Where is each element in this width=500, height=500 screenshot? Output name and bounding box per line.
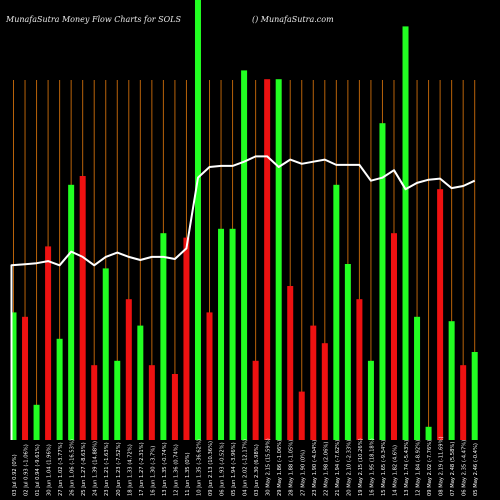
money-flow-bar-up bbox=[333, 184, 340, 440]
x-tick-label: 10 Jun 1.35 (-36.62%) bbox=[196, 439, 202, 496]
x-tick-label: 07 May 2.48 (5.58%) bbox=[450, 442, 456, 496]
x-tick-label: 13 Jun 1.35 (-0.74%) bbox=[162, 442, 168, 496]
x-tick-label: 30 May 2.15 (15.59%) bbox=[266, 438, 272, 496]
money-flow-bar-down bbox=[45, 246, 52, 440]
x-tick-label: 05 May 2.46 (-0.4%) bbox=[473, 443, 479, 496]
money-flow-bar-up bbox=[160, 233, 167, 440]
money-flow-bar-up bbox=[102, 268, 109, 440]
money-flow-bar-up bbox=[275, 79, 282, 440]
x-tick-label: 15 May 1.65 (-9.34%) bbox=[381, 440, 387, 496]
x-tick-label: 11 Jun 1.35 (0%) bbox=[185, 453, 191, 496]
x-tick-label: 20 May 2.10 (-2.33%) bbox=[346, 440, 352, 496]
x-tick-label: 30 Jun 1.04 (1.96%) bbox=[47, 444, 53, 496]
x-tick-label: 14 May 1.82 (4.6%) bbox=[392, 445, 398, 496]
x-tick-label: 12 Jun 1.36 (0.74%) bbox=[173, 444, 179, 496]
x-tick-label: 23 May 1.90 (-4.04%) bbox=[312, 440, 318, 496]
money-flow-bar-down bbox=[171, 374, 178, 440]
x-tick-label: 21 May 1.94 (-7.62%) bbox=[335, 440, 341, 496]
x-tick-label: 23 Jun 1.21 (-1.63%) bbox=[104, 442, 110, 496]
x-tick-label: 24 Jun 1.39 (14.88%) bbox=[93, 441, 99, 496]
money-flow-bar-up bbox=[379, 123, 386, 440]
money-flow-bar-down bbox=[321, 343, 328, 440]
money-flow-bar-up bbox=[56, 338, 63, 440]
money-flow-bar-up bbox=[344, 264, 351, 440]
money-flow-bar-up bbox=[241, 70, 248, 441]
x-tick-label: 06 Jun 1.93 (-0.52%) bbox=[220, 442, 226, 496]
x-tick-label: 27 May 1.90 (0%) bbox=[300, 450, 306, 496]
x-axis-labels: 03 Jul 0.92 (0%) 02 Jul 0.93 (-1.06%) 01 J… bbox=[12, 436, 479, 496]
money-flow-bar-down bbox=[437, 189, 444, 440]
money-flow-bar-down bbox=[252, 360, 259, 440]
price-line-layer bbox=[10, 155, 476, 440]
site-credit: () MunafaSutra.com bbox=[252, 15, 334, 24]
money-flow-bar-down bbox=[125, 299, 132, 440]
money-flow-bar-up bbox=[229, 228, 236, 440]
x-tick-label: 19 May 2.15 (10.26%) bbox=[358, 438, 364, 496]
x-tick-label: 28 May 1.88 (-1.05%) bbox=[289, 440, 295, 496]
x-tick-label: 26 Jun 1.06 (-16.53%) bbox=[70, 439, 76, 496]
money-flow-bar-up bbox=[137, 325, 144, 440]
money-flow-bar-up bbox=[471, 352, 478, 440]
money-flow-bar-up bbox=[218, 228, 225, 440]
money-flow-bar-up bbox=[194, 0, 201, 440]
money-flow-bar-up bbox=[425, 426, 432, 440]
price-line bbox=[10, 155, 476, 440]
money-flow-bar-up bbox=[114, 360, 121, 440]
x-tick-label: 18 Jun 1.33 (4.72%) bbox=[127, 444, 133, 496]
x-tick-label: 01 Jul 0.94 (-9.61%) bbox=[35, 444, 41, 496]
x-tick-label: 08 May 2.19 (-11.69%) bbox=[439, 436, 445, 496]
x-tick-label: 16 Jun 1.30 (-3.7%) bbox=[150, 446, 156, 496]
x-tick-label: 16 May 1.95 (18.18%) bbox=[369, 438, 375, 496]
x-tick-label: 29 May 1.86 (-1.06%) bbox=[277, 440, 283, 496]
money-flow-bar-down bbox=[310, 325, 317, 440]
money-flow-bar-down bbox=[460, 365, 467, 440]
money-flow-bar-up bbox=[402, 26, 409, 441]
money-flow-bar-down bbox=[79, 176, 86, 440]
x-tick-label: 09 May 2.02 (-7.76%) bbox=[427, 440, 433, 496]
x-tick-label: 06 May 2.35 (-4.47%) bbox=[462, 440, 468, 496]
money-flow-bar-down bbox=[206, 312, 213, 440]
x-tick-label: 25 Jun 1.27 (-8.63%) bbox=[81, 442, 87, 496]
chart-title: MunafaSutra Money Flow Charts for SOLS bbox=[6, 15, 181, 24]
money-flow-bar-up bbox=[10, 312, 17, 440]
money-flow-bar-down bbox=[287, 286, 294, 440]
x-tick-label: 27 Jun 1.02 (-3.77%) bbox=[58, 442, 64, 496]
x-tick-label: 09 Jun 2.13 (10.36%) bbox=[208, 441, 214, 496]
money-flow-bar-up bbox=[33, 404, 40, 440]
money-flow-bar-down bbox=[148, 365, 155, 440]
money-flow-bar-down bbox=[22, 316, 29, 440]
money-flow-bar-down bbox=[356, 299, 363, 440]
money-flow-bars bbox=[10, 0, 478, 441]
x-tick-label: 05 Jun 1.94 (-3.96%) bbox=[231, 442, 237, 496]
money-flow-bar-up bbox=[414, 316, 421, 440]
x-tick-label: 22 May 1.98 (2.06%) bbox=[323, 442, 329, 496]
money-flow-bar-down bbox=[91, 365, 98, 440]
x-tick-label: 04 Jun 2.02 (-12.17%) bbox=[243, 439, 249, 496]
money-flow-bar-up bbox=[448, 321, 455, 440]
x-tick-label: 12 May 1.84 (-8.92%) bbox=[416, 440, 422, 496]
x-tick-label: 13 May 1.74 (-5.43%) bbox=[404, 440, 410, 496]
money-flow-bar-up bbox=[367, 360, 374, 440]
money-flow-bar-down bbox=[264, 79, 271, 440]
x-tick-label: 17 Jun 1.27 (-2.31%) bbox=[139, 442, 145, 496]
x-tick-label: 03 Jun 2.30 (6.98%) bbox=[254, 444, 260, 496]
x-tick-label: 02 Jul 0.93 (-1.06%) bbox=[24, 444, 30, 496]
money-flow-bar-down bbox=[183, 237, 190, 440]
money-flow-bar-down bbox=[390, 233, 397, 440]
x-tick-label: 20 Jun 1.23 (-7.52%) bbox=[116, 442, 122, 496]
money-flow-bar-down bbox=[298, 391, 305, 440]
x-tick-label: 03 Jul 0.92 (0%) bbox=[12, 454, 18, 496]
money-flow-bar-up bbox=[68, 184, 75, 440]
